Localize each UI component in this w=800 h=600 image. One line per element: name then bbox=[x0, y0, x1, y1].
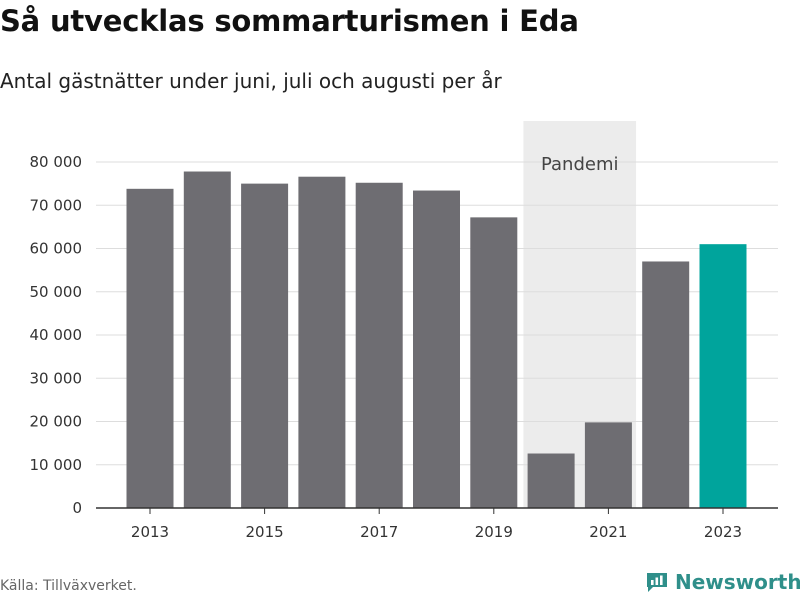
bar-layer bbox=[126, 171, 747, 509]
y-tick-label: 40 000 bbox=[30, 326, 83, 344]
chart-title: Så utvecklas sommarturismen i Eda bbox=[0, 4, 579, 38]
y-tick-label: 80 000 bbox=[30, 153, 83, 171]
y-tick-label: 10 000 bbox=[30, 456, 83, 474]
newsworthy-brand-name: Newsworthy bbox=[675, 570, 800, 594]
y-tick-label: 20 000 bbox=[30, 413, 83, 431]
pandemic-band-label: Pandemi bbox=[541, 154, 619, 175]
bar-2022 bbox=[642, 261, 690, 508]
x-tick-label: 2023 bbox=[704, 523, 742, 541]
bar-2023 bbox=[699, 244, 747, 509]
bar-2018 bbox=[413, 190, 460, 509]
y-tick-label: 60 000 bbox=[30, 240, 83, 258]
y-tick-label: 30 000 bbox=[30, 369, 83, 387]
newsworthy-chart-logo-icon bbox=[647, 573, 667, 592]
bar-2017 bbox=[355, 182, 403, 508]
x-tick-label: 2021 bbox=[589, 523, 627, 541]
y-tick-label: 70 000 bbox=[30, 196, 83, 214]
x-tick-label: 2013 bbox=[131, 523, 169, 541]
x-tick-label: 2019 bbox=[475, 523, 513, 541]
label-layer: Pandemi 0 10 000 20 000 30 000 40 000 50 000 60… bbox=[30, 153, 743, 541]
bar-2019 bbox=[470, 217, 518, 509]
x-tick-label: 2017 bbox=[360, 523, 398, 541]
bar-2015 bbox=[241, 183, 289, 508]
bar-2016 bbox=[298, 176, 346, 508]
source-note: Källa: Tillväxverket. bbox=[0, 578, 137, 594]
newsworthy-brand: Newsworthy bbox=[645, 570, 800, 594]
bar-2021 bbox=[584, 422, 632, 508]
x-tick-label: 2015 bbox=[246, 523, 284, 541]
bar-2013 bbox=[126, 188, 174, 508]
chart-subtitle: Antal gästnätter under juni, juli och au… bbox=[0, 69, 502, 93]
axis-layer bbox=[96, 507, 778, 514]
y-tick-label: 50 000 bbox=[30, 283, 83, 301]
bar-2014 bbox=[183, 171, 231, 508]
y-tick-label: 0 bbox=[72, 499, 82, 517]
bar-2020 bbox=[527, 453, 575, 508]
